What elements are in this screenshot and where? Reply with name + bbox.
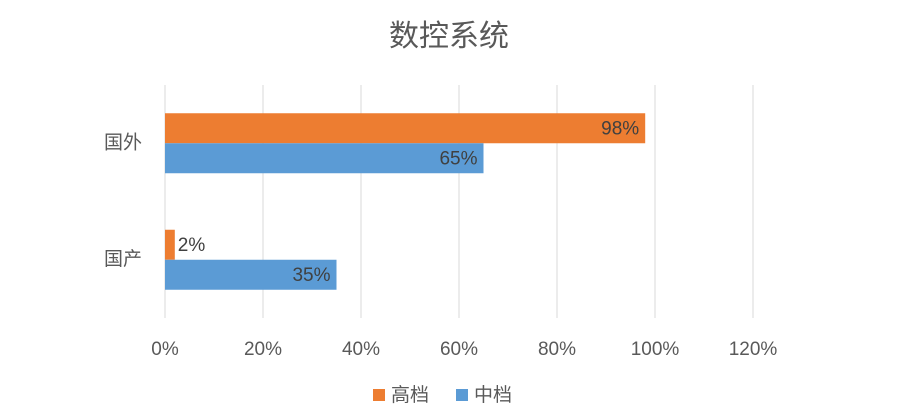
- legend-label: 中档: [474, 384, 512, 406]
- chart-title: 数控系统: [389, 20, 509, 53]
- x-tick-label: 40%: [342, 339, 380, 360]
- x-tick-label: 60%: [440, 339, 478, 360]
- data-label: 98%: [601, 118, 639, 139]
- legend-label: 高档: [391, 384, 429, 406]
- data-label: 35%: [292, 265, 330, 286]
- x-tick-label: 20%: [244, 339, 282, 360]
- x-tick-label: 120%: [729, 339, 778, 360]
- data-label: 2%: [178, 235, 206, 256]
- bar: [165, 113, 646, 144]
- legend-swatch: [373, 389, 385, 401]
- y-tick-label: 国产: [104, 248, 142, 270]
- bar: [165, 259, 337, 290]
- x-tick-label: 100%: [631, 339, 680, 360]
- x-tick-label: 0%: [151, 339, 179, 360]
- y-tick-label: 国外: [104, 131, 142, 153]
- bar: [165, 229, 175, 260]
- x-tick-label: 80%: [538, 339, 576, 360]
- legend-swatch: [456, 389, 468, 401]
- data-label: 65%: [439, 148, 477, 169]
- bar: [165, 143, 484, 174]
